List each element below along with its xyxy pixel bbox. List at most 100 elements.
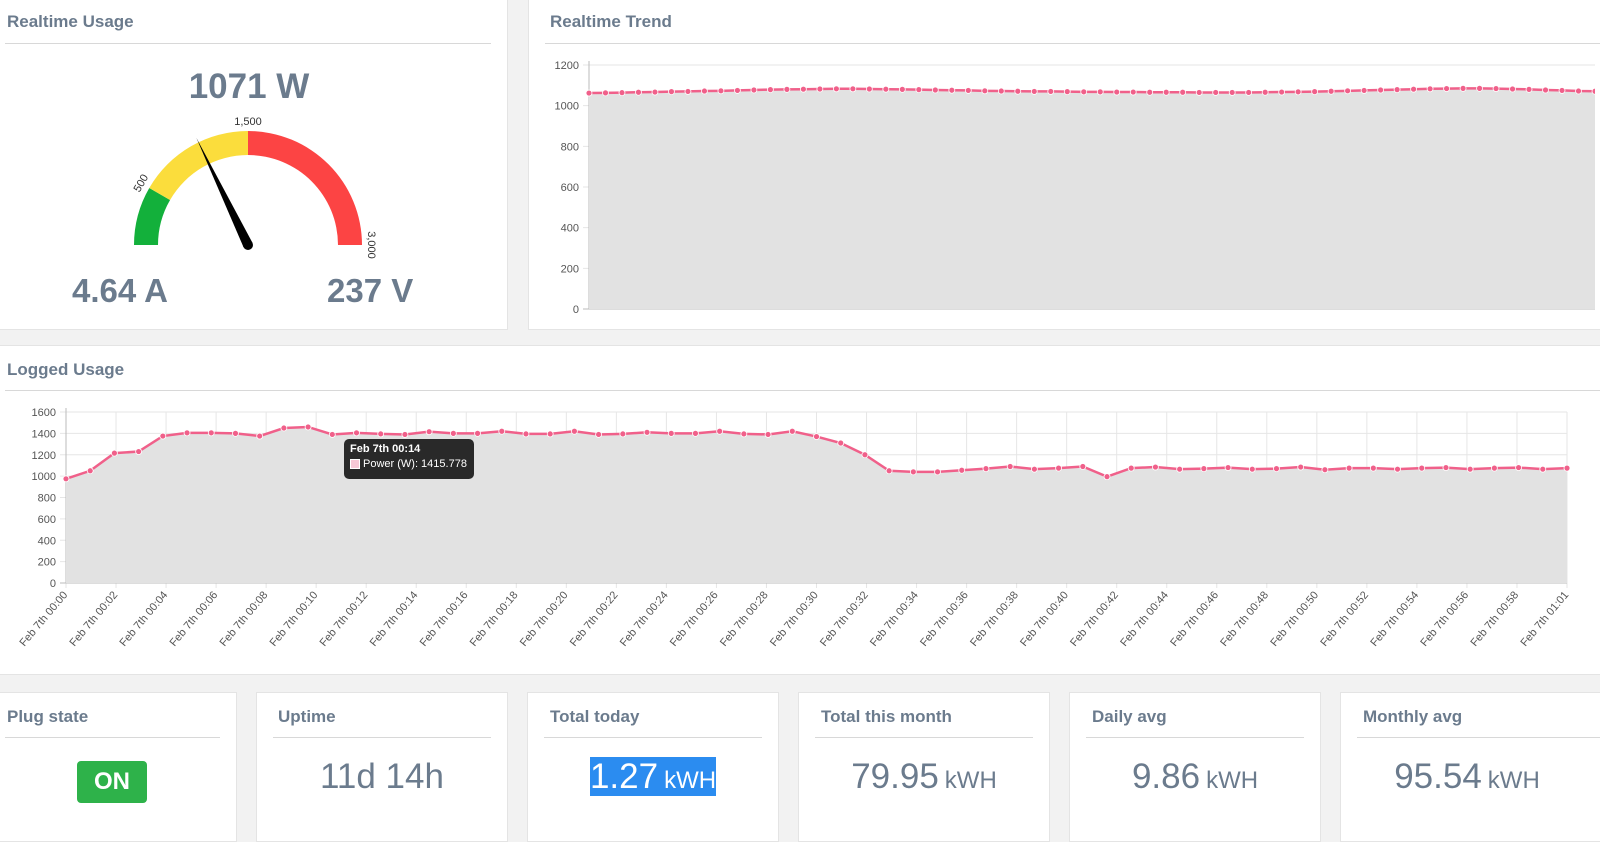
daily-avg-number: 9.86 <box>1131 757 1201 796</box>
series-area-fill <box>66 426 1567 583</box>
data-point <box>1360 87 1368 94</box>
x-tick-label: Feb 7th 00:36 <box>918 589 971 649</box>
data-point <box>1515 464 1522 471</box>
x-tick-label: Feb 7th 00:48 <box>1218 589 1271 649</box>
divider <box>544 737 762 738</box>
total-today-unit: kWH <box>664 767 717 794</box>
data-point <box>767 86 774 94</box>
total-today-selection[interactable]: 1.27 kWH <box>589 757 717 796</box>
data-point <box>832 85 840 93</box>
data-point <box>304 423 312 431</box>
monthly-avg-number: 95.54 <box>1394 757 1482 796</box>
data-point <box>1311 88 1319 96</box>
y-tick-label: 0 <box>573 304 579 316</box>
gauge-band-2 <box>248 131 362 245</box>
x-tick-label: Feb 7th 00:58 <box>1468 589 1521 649</box>
current-reading: 4.64 A <box>72 272 169 309</box>
data-point <box>1297 463 1305 471</box>
data-point <box>1321 466 1329 474</box>
x-tick-label: Feb 7th 00:54 <box>1368 589 1421 649</box>
realtime-usage-panel: Realtime Usage 1071 W 500 1,500 3,000 4.64… <box>0 0 508 330</box>
data-point <box>1146 88 1154 96</box>
data-point <box>1591 87 1595 95</box>
data-point <box>885 467 893 475</box>
data-point <box>280 424 288 432</box>
data-point <box>1345 464 1353 472</box>
x-tick-label: Feb 7th 00:10 <box>268 589 321 649</box>
x-tick-label: Feb 7th 00:42 <box>1068 589 1121 649</box>
daily-avg-value: 9.86 kWH <box>1070 757 1320 797</box>
gauge-needle <box>196 137 253 248</box>
data-point <box>1369 464 1377 472</box>
plug-state-badge[interactable]: ON <box>77 761 147 803</box>
x-tick-label: Feb 7th 00:12 <box>318 589 371 649</box>
data-point <box>377 430 385 438</box>
data-point <box>934 468 941 476</box>
data-point <box>183 429 191 437</box>
data-point <box>1063 88 1071 96</box>
data-point <box>958 466 966 474</box>
data-point <box>1127 464 1135 472</box>
y-tick-label: 1200 <box>32 450 56 462</box>
data-point <box>328 431 336 438</box>
data-point <box>1525 86 1533 93</box>
monthly-avg-unit: kWH <box>1487 767 1540 794</box>
data-point <box>498 427 506 435</box>
data-point <box>1200 465 1208 473</box>
data-point <box>86 467 94 475</box>
data-point <box>1394 465 1401 473</box>
data-point <box>1212 89 1220 96</box>
data-point <box>618 89 626 97</box>
data-point <box>1248 465 1256 473</box>
gauge-band-0 <box>134 188 171 245</box>
divider <box>273 737 491 738</box>
data-point <box>788 427 796 435</box>
data-point <box>1129 88 1137 96</box>
data-point <box>948 86 956 94</box>
data-point <box>62 475 70 483</box>
monthly-avg-title: Monthly avg <box>1363 707 1463 726</box>
data-point <box>716 427 724 435</box>
data-point <box>1466 465 1474 473</box>
data-point <box>522 430 530 438</box>
data-point <box>602 89 609 97</box>
x-tick-label: Feb 7th 00:50 <box>1268 589 1321 649</box>
total-today-number: 1.27 <box>589 757 659 796</box>
data-point <box>667 429 675 437</box>
x-tick-label: Feb 7th 00:06 <box>168 589 221 649</box>
data-point <box>837 439 845 447</box>
y-tick-label: 1600 <box>32 407 56 419</box>
data-point <box>207 429 215 437</box>
data-point <box>449 429 457 437</box>
data-point <box>982 465 990 473</box>
x-tick-label: Feb 7th 00:08 <box>218 589 271 649</box>
data-point <box>546 430 554 438</box>
voltage-reading: 237 V <box>327 272 414 309</box>
logged-usage-title: Logged Usage <box>7 360 125 379</box>
data-point <box>643 428 651 436</box>
data-point <box>1079 463 1087 470</box>
series-area-fill <box>589 88 1595 309</box>
data-point <box>1426 85 1434 93</box>
data-point <box>734 87 741 94</box>
data-point <box>1195 89 1203 96</box>
total-month-value: 79.95 kWH <box>799 757 1049 797</box>
plug-state-title: Plug state <box>7 707 89 726</box>
data-point <box>1224 464 1232 471</box>
daily-avg-unit: kWH <box>1206 767 1259 794</box>
data-point <box>232 429 239 437</box>
y-tick-label: 1200 <box>555 60 579 72</box>
data-point <box>635 88 642 96</box>
x-tick-label: Feb 7th 00:04 <box>118 589 171 649</box>
x-tick-label: Feb 7th 00:46 <box>1168 589 1221 649</box>
daily-avg-title: Daily avg <box>1092 707 1167 726</box>
data-point <box>997 87 1005 95</box>
y-tick-label: 400 <box>38 535 56 547</box>
data-point <box>813 433 820 440</box>
tooltip-title: Feb 7th 00:14 <box>350 443 421 455</box>
data-point <box>701 87 708 95</box>
data-point <box>1245 89 1253 96</box>
tooltip-label: Power (W): 1415.778 <box>363 458 467 470</box>
data-point <box>401 431 409 438</box>
x-tick-label: Feb 7th 00:40 <box>1018 589 1071 649</box>
